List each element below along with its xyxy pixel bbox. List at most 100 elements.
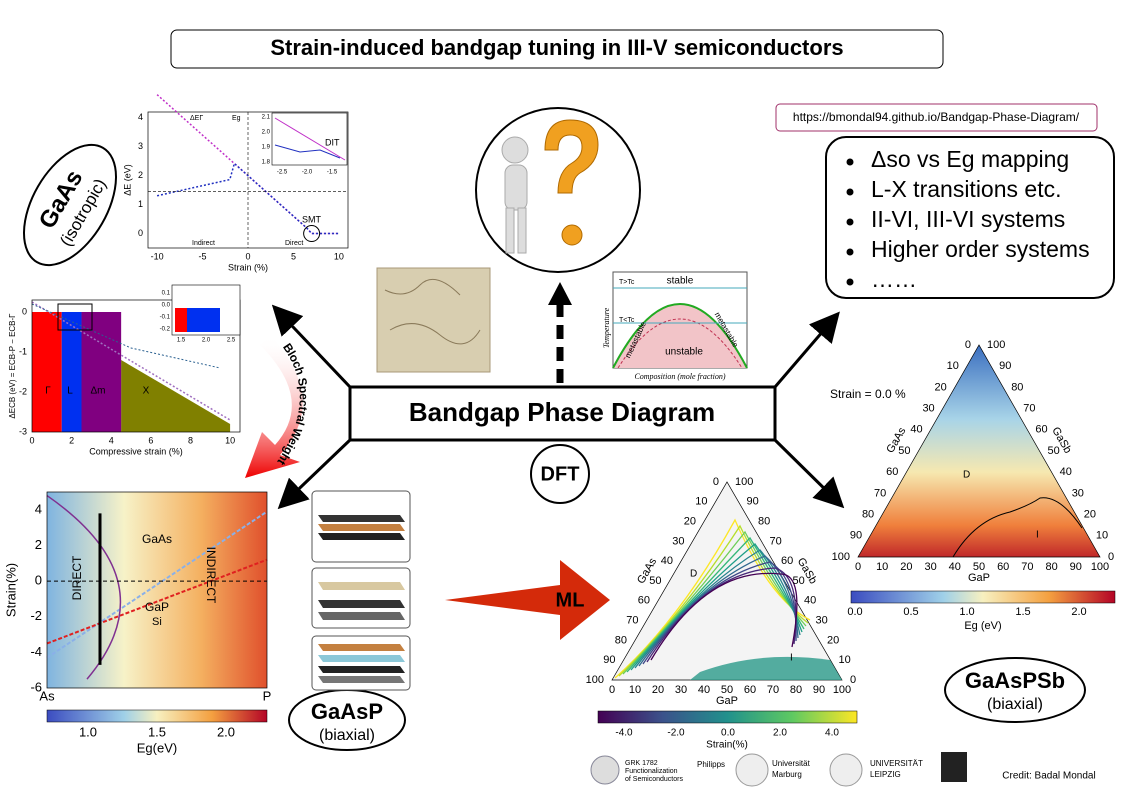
tick-label: 90: [813, 684, 825, 696]
inset-tick: -2.0: [302, 170, 313, 176]
logo-text: UNIVERSITÄT: [870, 759, 923, 768]
curve-label: GaAs: [142, 532, 172, 546]
tick-label: 20: [684, 516, 696, 528]
inset-tick: 2.1: [262, 115, 271, 121]
tick-label: 20: [900, 561, 912, 573]
smt-circle: [303, 225, 321, 243]
logo-text: LEIPZIG: [870, 770, 901, 779]
x-tick-label: 5: [291, 251, 296, 261]
tick-label: 70: [1023, 403, 1035, 415]
contour: [646, 567, 797, 663]
region-label: L: [67, 386, 73, 397]
layer-stacks: [311, 490, 411, 691]
tick-label: 50: [973, 561, 985, 573]
region-label: I: [790, 653, 793, 664]
region: [61, 312, 82, 432]
y-axis-label: ΔE (eV): [122, 164, 132, 196]
tick-label: 20: [652, 684, 664, 696]
tick-label: 30: [675, 684, 687, 696]
tick-label: 80: [758, 516, 770, 528]
region-label: INDIRECT: [204, 547, 218, 604]
tick-label: 10: [629, 684, 641, 696]
bullet-text: Higher order systems: [871, 236, 1090, 262]
logo-text: Philipps: [697, 760, 725, 769]
boundary: [952, 497, 1083, 558]
phase-stable: stable: [667, 276, 694, 287]
bullet-box: [825, 136, 1115, 299]
contour: [614, 518, 811, 679]
colorbar-tick: -4.0: [615, 728, 633, 739]
plot-frame: [31, 299, 241, 433]
region-label: D: [690, 569, 697, 580]
x-tick-label: -10: [151, 251, 164, 261]
tick-label: 10: [1096, 530, 1108, 542]
tick-label: 60: [1035, 424, 1047, 436]
tick-label: 10: [947, 360, 959, 372]
dft-circle: [530, 444, 590, 504]
tick-label: 30: [816, 615, 828, 627]
y-tick-label: -6: [30, 679, 42, 694]
inset-tick: -2.5: [277, 170, 288, 176]
region: [121, 360, 231, 432]
x-tick-label: 6: [148, 435, 153, 445]
tick-label: 40: [661, 555, 673, 567]
x-tick-label: 4: [109, 435, 114, 445]
plot-title: Strain = 0.0 %: [830, 387, 906, 401]
legend-entry: ΔEΓ: [190, 115, 203, 122]
inset-tick: 0.1: [162, 291, 171, 297]
url[interactable]: https://bmondal94.github.io/Bandgap-Phas…: [793, 110, 1080, 124]
tick-label: 40: [1060, 466, 1072, 478]
tick-label: 70: [767, 684, 779, 696]
contour: [634, 549, 801, 669]
y-tick-label: 0: [138, 228, 143, 238]
heatmap: [47, 492, 267, 688]
inset-tick: -0.2: [160, 327, 171, 333]
center-label: Bandgap Phase Diagram: [409, 397, 715, 427]
map-image: [376, 267, 491, 373]
logos: [590, 752, 967, 787]
gaaspsb-name: GaAsPSb: [965, 668, 1065, 693]
colorbar: [597, 710, 858, 724]
colorbar-tick: 2.0: [1071, 606, 1086, 618]
y-tick-label: -3: [19, 426, 27, 436]
tick-label: 100: [833, 684, 851, 696]
contour: [650, 572, 798, 661]
y-tick-label: 4: [138, 112, 143, 122]
inset-curve: [274, 117, 346, 161]
colorbar-tick: 2.0: [217, 724, 235, 739]
x-tick-label: 0: [245, 251, 250, 261]
legend-entry: Eg: [232, 115, 241, 122]
tick-label: 70: [626, 615, 638, 627]
region-label: DIRECT: [70, 555, 84, 600]
tick-label: 20: [1084, 509, 1096, 521]
tick-label: 80: [790, 684, 802, 696]
colorbar-tick: -2.0: [667, 728, 685, 739]
tick-label: 60: [781, 555, 793, 567]
y-tick-label: 2: [138, 170, 143, 180]
thinking-figure: [501, 136, 529, 254]
y-tick-label: 0: [22, 306, 27, 316]
x-tick-label: 8: [188, 435, 193, 445]
gaasp-name: GaAsP: [311, 699, 383, 724]
region-label: Δm: [90, 386, 105, 397]
logo-text: Functionalization: [625, 768, 678, 775]
colorbar-label: Eg(eV): [137, 740, 177, 755]
tick-label: 40: [910, 424, 922, 436]
title-box: [170, 29, 944, 69]
tick-label: 20: [827, 634, 839, 646]
contour: [626, 536, 805, 673]
tick-label: 100: [987, 339, 1005, 351]
tick-label: 0: [713, 476, 719, 488]
y-tick-label: 0: [35, 573, 42, 588]
inset-tick: 1.8: [262, 160, 271, 166]
axis-label: GaP: [968, 572, 990, 584]
y-tick-label: 3: [138, 141, 143, 151]
contour: [618, 524, 809, 677]
logo-text: Universität: [772, 759, 811, 768]
y-tick-label: 4: [35, 501, 42, 516]
y-tick-label: -1: [19, 346, 27, 356]
region-label: X: [143, 386, 150, 397]
inset-tick: 2.0: [262, 130, 271, 136]
inset-tick: 2.0: [202, 338, 211, 344]
inset-tick: 1.9: [262, 145, 271, 151]
